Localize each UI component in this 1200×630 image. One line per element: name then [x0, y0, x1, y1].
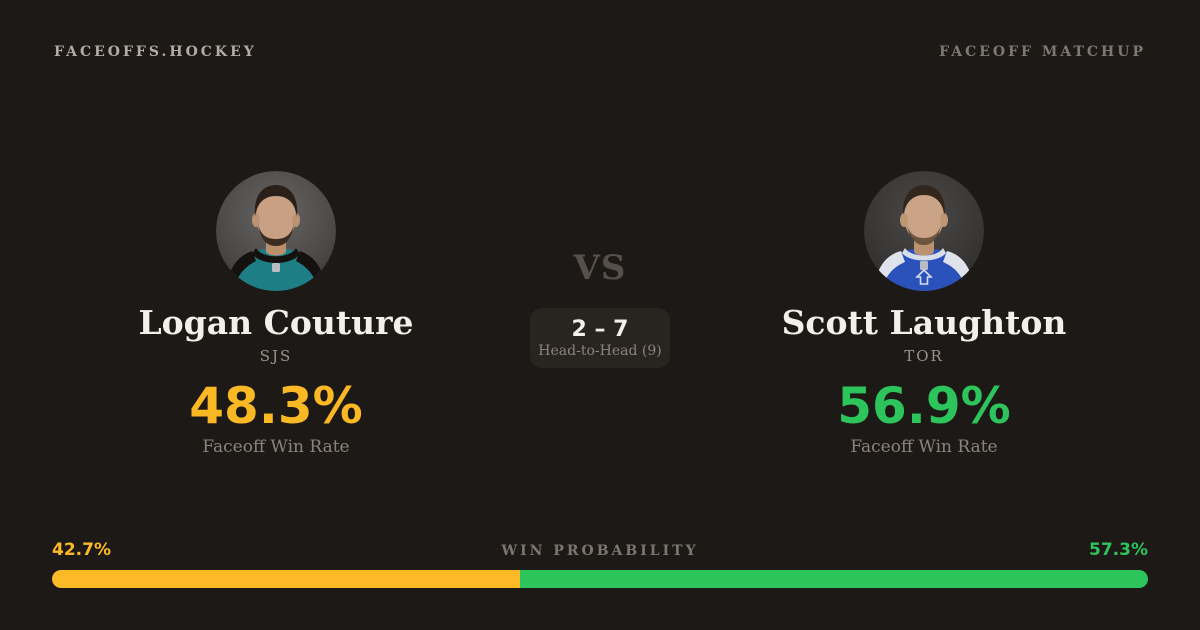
win-bar-right-segment [519, 570, 1148, 588]
left-win-rate-label: Faceoff Win Rate [202, 437, 350, 458]
win-probability-labels: 42.7% WIN PROBABILITY 57.3% [52, 540, 1148, 560]
head-to-head-label: Head-to-Head (9) [538, 343, 662, 360]
left-win-rate: 48.3% [189, 376, 363, 435]
win-prob-left-pct: 42.7% [52, 540, 111, 560]
player-card-left: Logan Couture SJS 48.3% Faceoff Win Rate [52, 171, 500, 457]
win-prob-right-pct: 57.3% [1089, 540, 1148, 560]
win-probability-title: WIN PROBABILITY [501, 543, 699, 559]
player-name-left: Logan Couture [138, 303, 414, 342]
matchup-section: Logan Couture SJS 48.3% Faceoff Win Rate… [52, 171, 1148, 457]
head-to-head-score: 2 – 7 [571, 316, 629, 342]
matchup-center: VS 2 – 7 Head-to-Head (9) [500, 171, 700, 368]
right-win-rate: 56.9% [837, 376, 1011, 435]
page-title: FACEOFF MATCHUP [939, 44, 1146, 60]
player-team-right: TOR [904, 346, 944, 365]
player-avatar-left [216, 171, 336, 291]
player-team-left: SJS [259, 346, 293, 365]
vs-label: VS [573, 248, 627, 288]
right-win-rate-label: Faceoff Win Rate [850, 437, 998, 458]
win-probability-bar [52, 570, 1148, 588]
player-name-right: Scott Laughton [781, 303, 1067, 342]
head-to-head-box: 2 – 7 Head-to-Head (9) [530, 308, 670, 368]
player-card-right: Scott Laughton TOR 56.9% Faceoff Win Rat… [700, 171, 1148, 457]
win-probability-section: 42.7% WIN PROBABILITY 57.3% [52, 540, 1148, 588]
player-avatar-right [864, 171, 984, 291]
win-bar-left-segment [52, 570, 520, 588]
brand-logo-text: FACEOFFS.HOCKEY [54, 44, 257, 60]
header: FACEOFFS.HOCKEY FACEOFF MATCHUP [54, 44, 1146, 60]
